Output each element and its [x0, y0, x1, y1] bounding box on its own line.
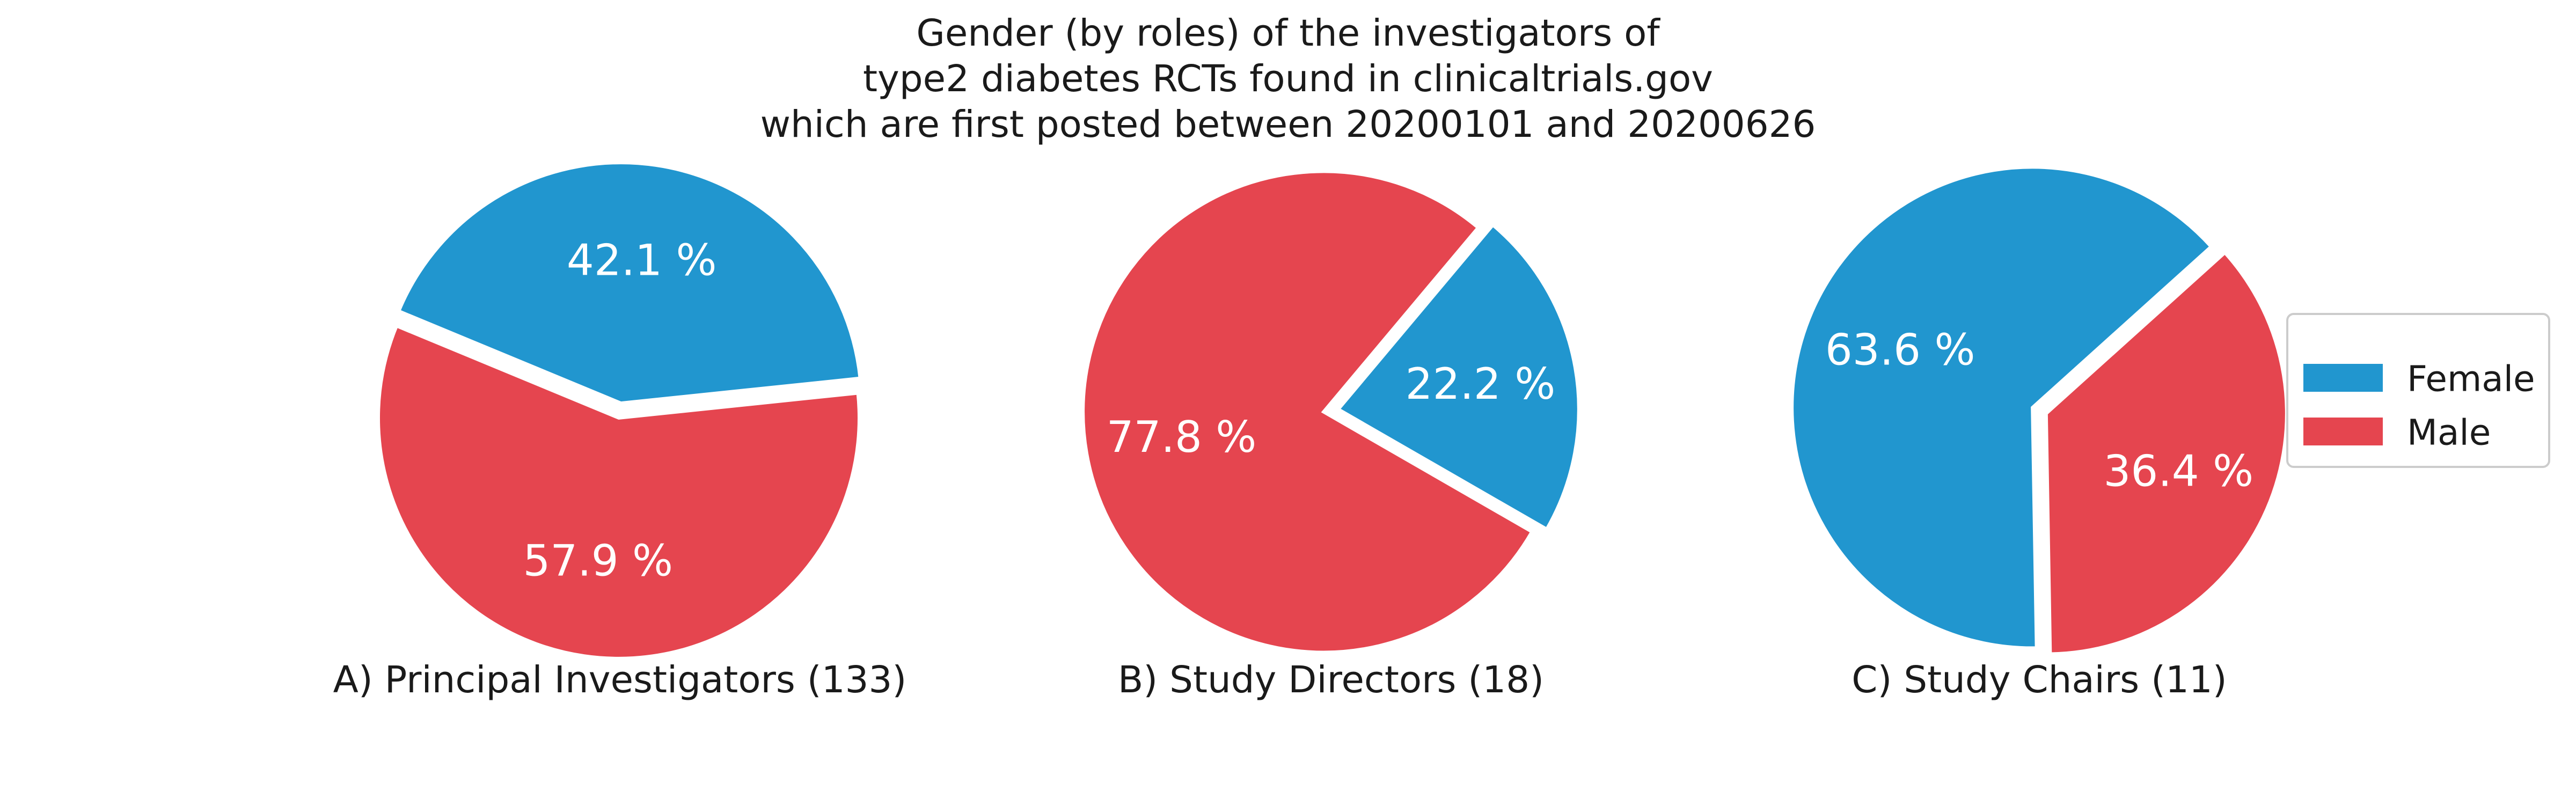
chart-title: Gender (by roles) of the investigators o…: [760, 12, 1816, 146]
pie-study-chairs: 36.4 % 63.6 %: [1790, 165, 2288, 656]
pie-slice-male: [2044, 250, 2288, 656]
pie-study-directors: 22.2 % 77.8 %: [1081, 170, 1580, 654]
pie-caption-study-chairs: C) Study Chairs (11): [1851, 658, 2227, 701]
pie-slice-label-male: 57.9 %: [523, 536, 673, 586]
legend-swatch-male: [2303, 418, 2383, 445]
pie-slice-male: [1081, 170, 1534, 654]
legend-label-male: Male: [2407, 412, 2491, 453]
chart-title-line-2: type2 diabetes RCTs found in clinicaltri…: [863, 57, 1713, 100]
pie-slice-label-female: 42.1 %: [567, 236, 717, 286]
pie-slice-label-female: 22.2 %: [1406, 359, 1556, 409]
legend: Female Male: [2286, 313, 2550, 468]
pie-slice-label-female: 63.6 %: [1825, 325, 1975, 375]
legend-label-female: Female: [2407, 358, 2535, 400]
pie-caption-principal-investigators: A) Principal Investigators (133): [333, 658, 907, 701]
pie-slice-female: [1336, 223, 1580, 532]
pie-slice-female: [1790, 165, 2214, 650]
pie-slice-label-male: 77.8 %: [1107, 412, 1257, 462]
chart-title-line-3: which are first posted between 20200101 …: [760, 103, 1816, 146]
pie-caption-study-directors: B) Study Directors (18): [1118, 658, 1544, 701]
pie-slice-female: [397, 161, 862, 405]
legend-swatch-female: [2303, 364, 2383, 392]
pie-slice-label-male: 36.4 %: [2104, 446, 2254, 496]
pie-principal-investigators: 42.1 % 57.9 %: [376, 161, 862, 660]
chart-title-line-1: Gender (by roles) of the investigators o…: [916, 12, 1660, 55]
pie-slice-male: [376, 324, 861, 660]
